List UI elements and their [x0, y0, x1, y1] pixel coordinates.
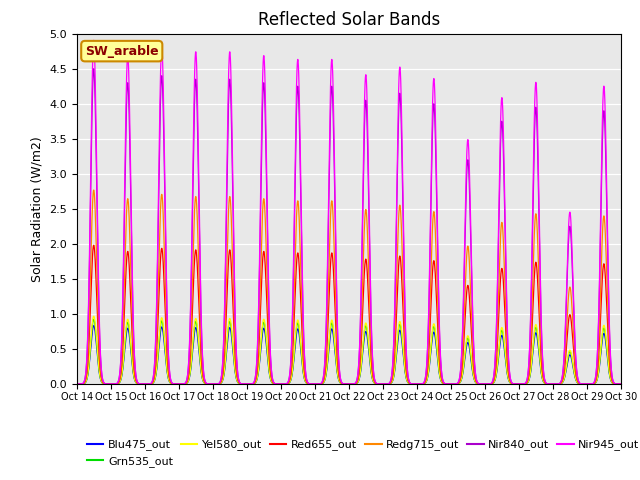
Legend: Blu475_out, Grn535_out, Yel580_out, Red655_out, Redg715_out, Nir840_out, Nir945_: Blu475_out, Grn535_out, Yel580_out, Red6…: [83, 435, 640, 471]
Y-axis label: Solar Radiation (W/m2): Solar Radiation (W/m2): [31, 136, 44, 282]
Title: Reflected Solar Bands: Reflected Solar Bands: [258, 11, 440, 29]
Text: SW_arable: SW_arable: [85, 45, 159, 58]
